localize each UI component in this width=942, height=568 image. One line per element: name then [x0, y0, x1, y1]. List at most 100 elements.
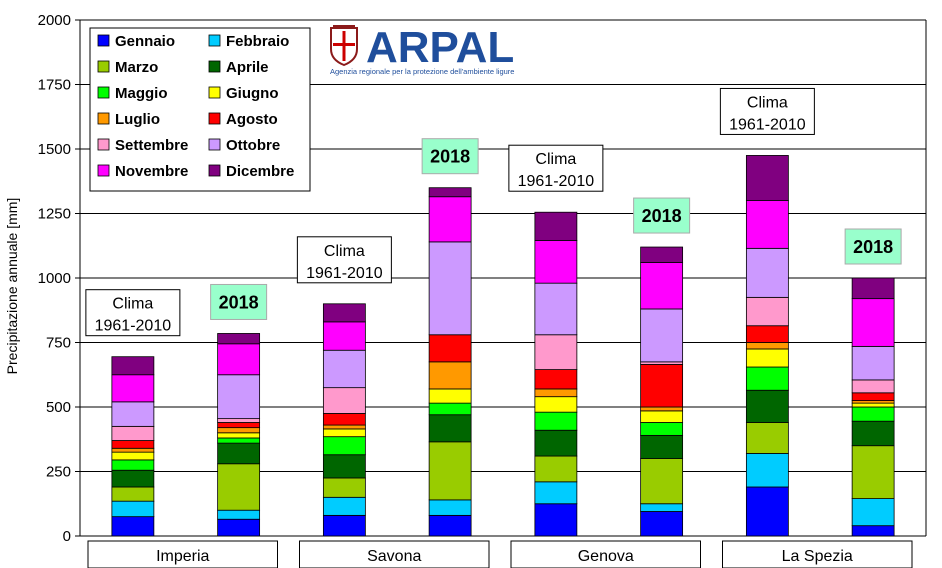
segment-dicembre — [534, 211, 578, 241]
segment-aprile — [745, 389, 789, 423]
legend-item-luglio: Luglio — [97, 111, 160, 128]
logo-name: ARPAL — [366, 23, 514, 72]
segment-gennaio — [217, 518, 261, 537]
legend-swatch — [208, 86, 221, 99]
clima-label-line: Clima — [747, 94, 788, 111]
segment-luglio — [640, 406, 684, 412]
legend-swatch — [208, 164, 221, 177]
segment-giugno — [217, 432, 261, 439]
clima-label-line: 1961-2010 — [729, 116, 806, 133]
bar-la-spezia-clima — [745, 155, 789, 537]
segment-ottobre — [534, 282, 578, 336]
segment-ottobre — [111, 401, 155, 427]
segment-novembre — [322, 321, 366, 351]
year-label: 2018 — [844, 228, 902, 265]
logo-subtitle: Agenzia regionale per la protezione dell… — [330, 67, 514, 76]
year-label-text: 2018 — [642, 206, 682, 226]
legend-item-marzo: Marzo — [97, 59, 158, 76]
segment-giugno — [745, 348, 789, 368]
legend-label: Maggio — [115, 85, 168, 102]
segment-novembre — [217, 343, 261, 376]
segment-settembre — [851, 379, 895, 394]
legend-item-agosto: Agosto — [208, 111, 278, 128]
liguria-shield-icon — [330, 25, 358, 67]
segment-dicembre — [745, 155, 789, 201]
segment-maggio — [217, 437, 261, 444]
clima-label: Clima 1961-2010 — [296, 236, 392, 284]
segment-maggio — [640, 422, 684, 436]
bar-genova-year — [640, 246, 684, 537]
segment-febbraio — [851, 498, 895, 527]
segment-giugno — [534, 396, 578, 413]
clima-label: Clima 1961-2010 — [508, 144, 604, 192]
segment-giugno — [428, 388, 472, 404]
segment-dicembre — [111, 356, 155, 376]
segment-luglio — [217, 427, 261, 434]
clima-label-line: Clima — [112, 296, 153, 313]
segment-aprile — [111, 469, 155, 488]
segment-febbraio — [745, 453, 789, 488]
segment-settembre — [745, 296, 789, 327]
y-tick-label: 1750 — [38, 77, 71, 94]
segment-maggio — [851, 406, 895, 422]
segment-giugno — [851, 402, 895, 408]
segment-settembre — [217, 418, 261, 423]
legend-swatch — [208, 112, 221, 125]
segment-luglio — [534, 388, 578, 398]
segment-luglio — [322, 424, 366, 430]
legend-label: Aprile — [226, 59, 269, 76]
clima-label: Clima 1961-2010 — [85, 289, 181, 337]
bar-savona-clima — [322, 303, 366, 537]
bar-labels: Clima 1961-2010 2018 Clima 1961-2010 2018 Clim… — [85, 87, 902, 337]
legend-swatch — [97, 164, 110, 177]
bar-la-spezia-year — [851, 277, 895, 537]
segment-novembre — [851, 298, 895, 347]
segment-dicembre — [428, 187, 472, 198]
bar-savona-year — [428, 187, 472, 537]
y-tick-label: 0 — [63, 528, 71, 545]
year-label: 2018 — [210, 283, 268, 320]
segment-maggio — [322, 436, 366, 456]
segment-ottobre — [640, 308, 684, 363]
year-label-text: 2018 — [219, 292, 259, 312]
segment-marzo — [745, 422, 789, 454]
clima-label: Clima 1961-2010 — [719, 87, 815, 135]
segment-maggio — [111, 459, 155, 471]
segment-ottobre — [851, 345, 895, 381]
segment-giugno — [322, 428, 366, 438]
legend-label: Gennaio — [115, 33, 175, 50]
clima-label-line: Clima — [324, 243, 365, 260]
segment-aprile — [534, 429, 578, 457]
legend-item-gennaio: Gennaio — [97, 33, 175, 50]
segment-marzo — [217, 463, 261, 511]
segment-febbraio — [217, 509, 261, 520]
bar-imperia-year — [217, 333, 261, 537]
region-savona: Savona — [299, 540, 490, 568]
segment-gennaio — [534, 503, 578, 537]
y-tick-label: 1500 — [38, 141, 71, 158]
region-la-spezia: La Spezia — [722, 540, 913, 568]
legend-swatch — [208, 60, 221, 73]
legend-item-dicembre: Dicembre — [208, 163, 294, 180]
segment-novembre — [534, 240, 578, 284]
segment-novembre — [428, 196, 472, 243]
legend-item-settembre: Settembre — [97, 137, 188, 154]
year-label-text: 2018 — [430, 147, 470, 167]
y-axis-label: Precipitazione annuale [mm] — [4, 198, 20, 375]
legend-item-ottobre: Ottobre — [208, 137, 280, 154]
segment-gennaio — [111, 516, 155, 537]
segment-aprile — [640, 434, 684, 460]
legend-item-maggio: Maggio — [97, 85, 168, 102]
legend-swatch — [97, 86, 110, 99]
legend-label: Ottobre — [226, 137, 280, 154]
legend-swatch — [97, 138, 110, 151]
region-label: Genova — [578, 548, 634, 565]
year-label: 2018 — [633, 197, 691, 234]
legend-label: Giugno — [226, 85, 279, 102]
segment-agosto — [851, 392, 895, 401]
segment-marzo — [851, 445, 895, 499]
bar-imperia-clima — [111, 356, 155, 537]
segment-aprile — [428, 414, 472, 443]
bars — [111, 155, 895, 537]
segment-gennaio — [640, 511, 684, 537]
